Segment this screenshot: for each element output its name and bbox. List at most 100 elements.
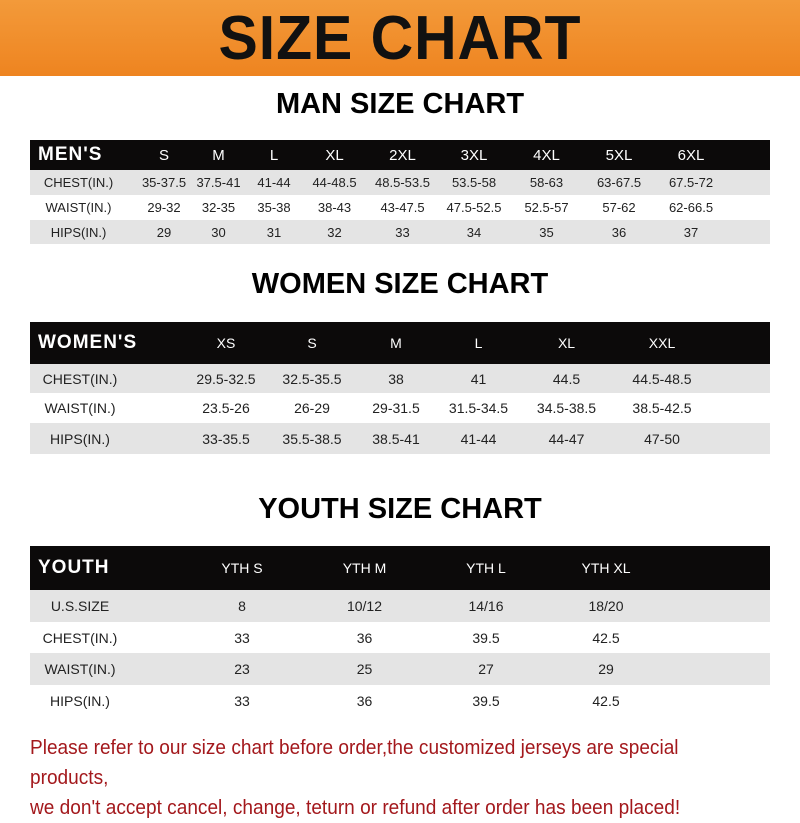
table-cell: XS (216, 335, 236, 351)
table-cell: 63-67.5 (596, 175, 642, 190)
table-cell: 38.5-41 (372, 430, 420, 447)
table-cell: 29-31.5 (372, 400, 420, 416)
table-cell: 35-37.5 (141, 175, 187, 190)
table-cell: 32-35 (201, 200, 236, 215)
banner-title: SIZE CHART (218, 3, 582, 73)
table-cell: 4XL (533, 146, 560, 164)
table-cell: 38-43 (317, 200, 352, 215)
table-row: CHEST(IN.) 33 36 39.5 42.5 (30, 622, 770, 653)
women-section-title: WOMEN SIZE CHART (251, 268, 549, 300)
table-cell: 36 (356, 629, 373, 646)
notice-line-1: Please refer to our size chart before or… (30, 736, 679, 789)
table-cell: 39.5 (472, 629, 500, 646)
table-cell: YTH L (466, 560, 506, 576)
row-label: HIPS(IN.) (50, 224, 107, 240)
table-cell: 32.5-35.5 (282, 370, 342, 387)
row-label: MEN'S (38, 144, 103, 165)
table-cell: 44.5-48.5 (632, 370, 692, 387)
table-cell: 10/12 (346, 598, 383, 614)
table-cell: 33 (395, 224, 410, 240)
table-cell: 3XL (460, 146, 488, 164)
table-cell: 47-50 (644, 430, 680, 447)
table-cell: YTH XL (581, 560, 631, 576)
table-cell: 67.5-72 (668, 175, 714, 190)
table-cell: 30 (211, 224, 226, 240)
table-cell: XXL (648, 335, 676, 351)
row-label: WAIST(IN.) (44, 400, 116, 416)
table-cell: 41-44 (257, 175, 291, 190)
table-cell: 41-44 (460, 430, 497, 447)
table-cell: 35.5-38.5 (282, 430, 342, 447)
table-row: HIPS(IN.) 33 36 39.5 42.5 (30, 685, 770, 716)
table-cell: 43-47.5 (380, 200, 425, 215)
table-cell: 36 (611, 224, 627, 240)
table-cell: 42.5 (592, 629, 620, 646)
table-cell: 36 (356, 692, 373, 709)
row-label: WAIST(IN.) (45, 200, 112, 215)
youth-section-title: YOUTH SIZE CHART (258, 493, 542, 525)
row-label: WOMEN'S (38, 332, 138, 353)
women-size-table: WOMEN'S XS S M L XL XXL CHEST(IN.) 29.5-32.5 32.5… (30, 322, 770, 454)
table-cell: S (307, 335, 317, 351)
table-cell: 29-32 (147, 200, 181, 215)
table-cell: M (390, 335, 402, 351)
table-header-row: WOMEN'S XS S M L XL XXL (30, 322, 770, 364)
table-header-row: YOUTH YTH S YTH M YTH L YTH XL (30, 546, 770, 590)
notice-line-2: we don't accept cancel, change, teturn o… (30, 796, 681, 819)
row-label: CHEST(IN.) (43, 175, 114, 190)
men-size-table: MEN'S S M L XL 2XL 3XL 4XL 5XL 6XL CHEST(IN.) 35-37… (30, 140, 770, 244)
table-row: HIPS(IN.) 29 30 31 32 33 34 35 36 37 (30, 220, 770, 244)
table-cell: 27 (478, 661, 494, 677)
table-cell: 44-47 (548, 430, 585, 447)
table-header-row: MEN'S S M L XL 2XL 3XL 4XL 5XL 6XL (30, 140, 770, 170)
table-row: HIPS(IN.) 33-35.5 35.5-38.5 38.5-41 41-44 44-… (30, 423, 770, 454)
table-cell: 58-63 (529, 175, 564, 190)
table-cell: L (269, 146, 279, 164)
table-row: U.S.SIZE 8 10/12 14/16 18/20 (30, 590, 770, 622)
table-cell: 25 (356, 661, 373, 677)
table-cell: 39.5 (472, 692, 500, 709)
table-cell: 33 (234, 629, 250, 646)
size-chart-banner: SIZE CHART (0, 0, 800, 76)
table-cell: 35-38 (257, 200, 291, 215)
table-cell: 29.5-32.5 (196, 370, 256, 387)
table-row: CHEST(IN.) 29.5-32.5 32.5-35.5 38 41 44.5 44.5… (30, 364, 770, 393)
table-cell: 31 (266, 224, 282, 240)
table-cell: 18/20 (588, 598, 624, 614)
table-cell: YTH M (342, 560, 387, 576)
row-label: HIPS(IN.) (50, 430, 110, 447)
table-cell: 32 (327, 224, 342, 240)
table-cell: 62-66.5 (668, 200, 714, 215)
table-cell: 37 (683, 224, 699, 240)
table-row: WAIST(IN.) 29-32 32-35 35-38 38-43 43-47.5 47.… (30, 195, 770, 220)
men-section-title: MAN SIZE CHART (275, 88, 525, 120)
row-label: HIPS(IN.) (50, 692, 110, 709)
table-row: WAIST(IN.) 23.5-26 26-29 29-31.5 31.5-34.5 34… (30, 393, 770, 423)
table-cell: 41 (470, 370, 487, 387)
table-cell: 34.5-38.5 (536, 400, 597, 416)
table-cell: 23.5-26 (202, 400, 250, 416)
table-cell: 52.5-57 (524, 200, 569, 215)
table-cell: 33-35.5 (202, 430, 250, 447)
table-cell: 44.5 (552, 370, 581, 387)
table-cell: 33 (234, 692, 250, 709)
table-cell: 48.5-53.5 (375, 175, 430, 190)
row-label: YOUTH (38, 557, 110, 578)
table-cell: 8 (238, 598, 246, 614)
table-cell: XL (557, 335, 576, 351)
table-cell: 57-62 (602, 200, 636, 215)
table-cell: 29 (598, 661, 614, 677)
order-notice: Please refer to our size chart before or… (30, 733, 737, 823)
table-cell: 53.5-58 (451, 175, 497, 190)
table-cell: YTH S (221, 560, 263, 576)
table-cell: 23 (234, 661, 250, 677)
table-cell: 6XL (677, 146, 705, 164)
table-cell: L (474, 335, 483, 351)
table-cell: 29 (156, 224, 172, 240)
table-cell: 34 (466, 224, 482, 240)
table-cell: XL (325, 146, 344, 164)
table-cell: 42.5 (592, 692, 620, 709)
table-cell: 38.5-42.5 (632, 400, 692, 416)
row-label: WAIST(IN.) (44, 661, 116, 677)
table-cell: M (212, 146, 225, 164)
